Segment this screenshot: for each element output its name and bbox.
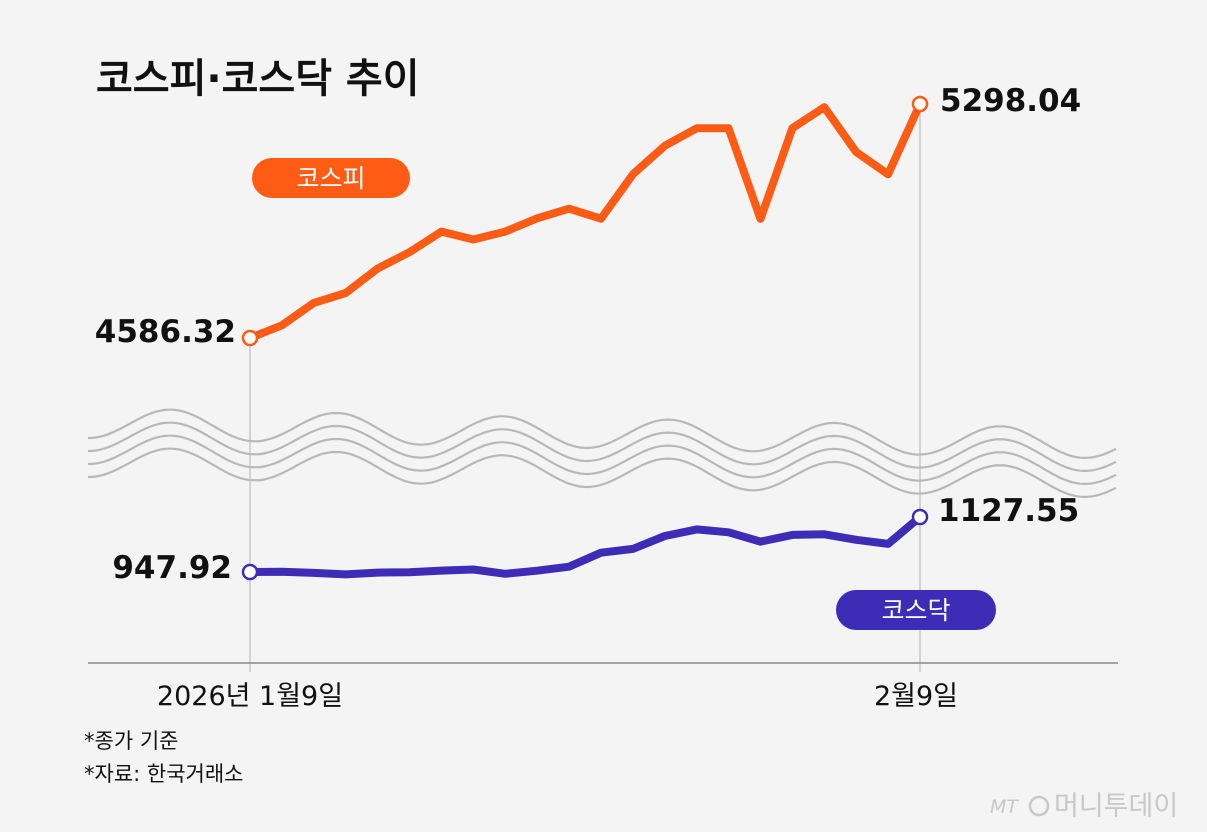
- kosdaq-start-value: 947.92: [112, 550, 232, 586]
- kospi-legend-label: 코스피: [296, 164, 365, 193]
- axis-break-wave: [87, 447, 1117, 499]
- watermark-logo-icon: [1028, 795, 1050, 817]
- footnote-close-basis: *종가 기준: [84, 729, 178, 753]
- watermark-brand-name: 머니투데이: [1054, 791, 1178, 822]
- footnote-source: *자료: 한국거래소: [84, 762, 244, 786]
- axis-break-waves: [87, 408, 1117, 499]
- x-tick-label-start: 2026년 1월9일: [157, 681, 343, 712]
- kosdaq-start-marker: [241, 563, 259, 581]
- kospi-start-value: 4586.32: [95, 314, 236, 350]
- kosdaq-end-marker: [911, 508, 929, 526]
- kospi-end-value: 5298.04: [940, 83, 1081, 119]
- kospi-end-marker: [911, 95, 929, 113]
- kosdaq-legend-pill: [836, 590, 996, 630]
- chart-title: 코스피·코스닥 추이: [96, 56, 420, 102]
- kospi-start-marker: [241, 329, 259, 347]
- x-tick-label-end: 2월9일: [874, 681, 958, 712]
- axis-break-wave: [87, 421, 1117, 473]
- kospi-legend-pill: [252, 158, 410, 198]
- watermark-brand-mark: MT: [990, 796, 1019, 818]
- axis-break-wave: [87, 408, 1117, 460]
- kospi-series-line: [246, 100, 924, 342]
- kosdaq-series-line: [246, 513, 924, 579]
- axis-break-wave: [87, 434, 1117, 486]
- kosdaq-legend-label: 코스닥: [881, 596, 950, 625]
- kosdaq-end-value: 1127.55: [938, 493, 1079, 529]
